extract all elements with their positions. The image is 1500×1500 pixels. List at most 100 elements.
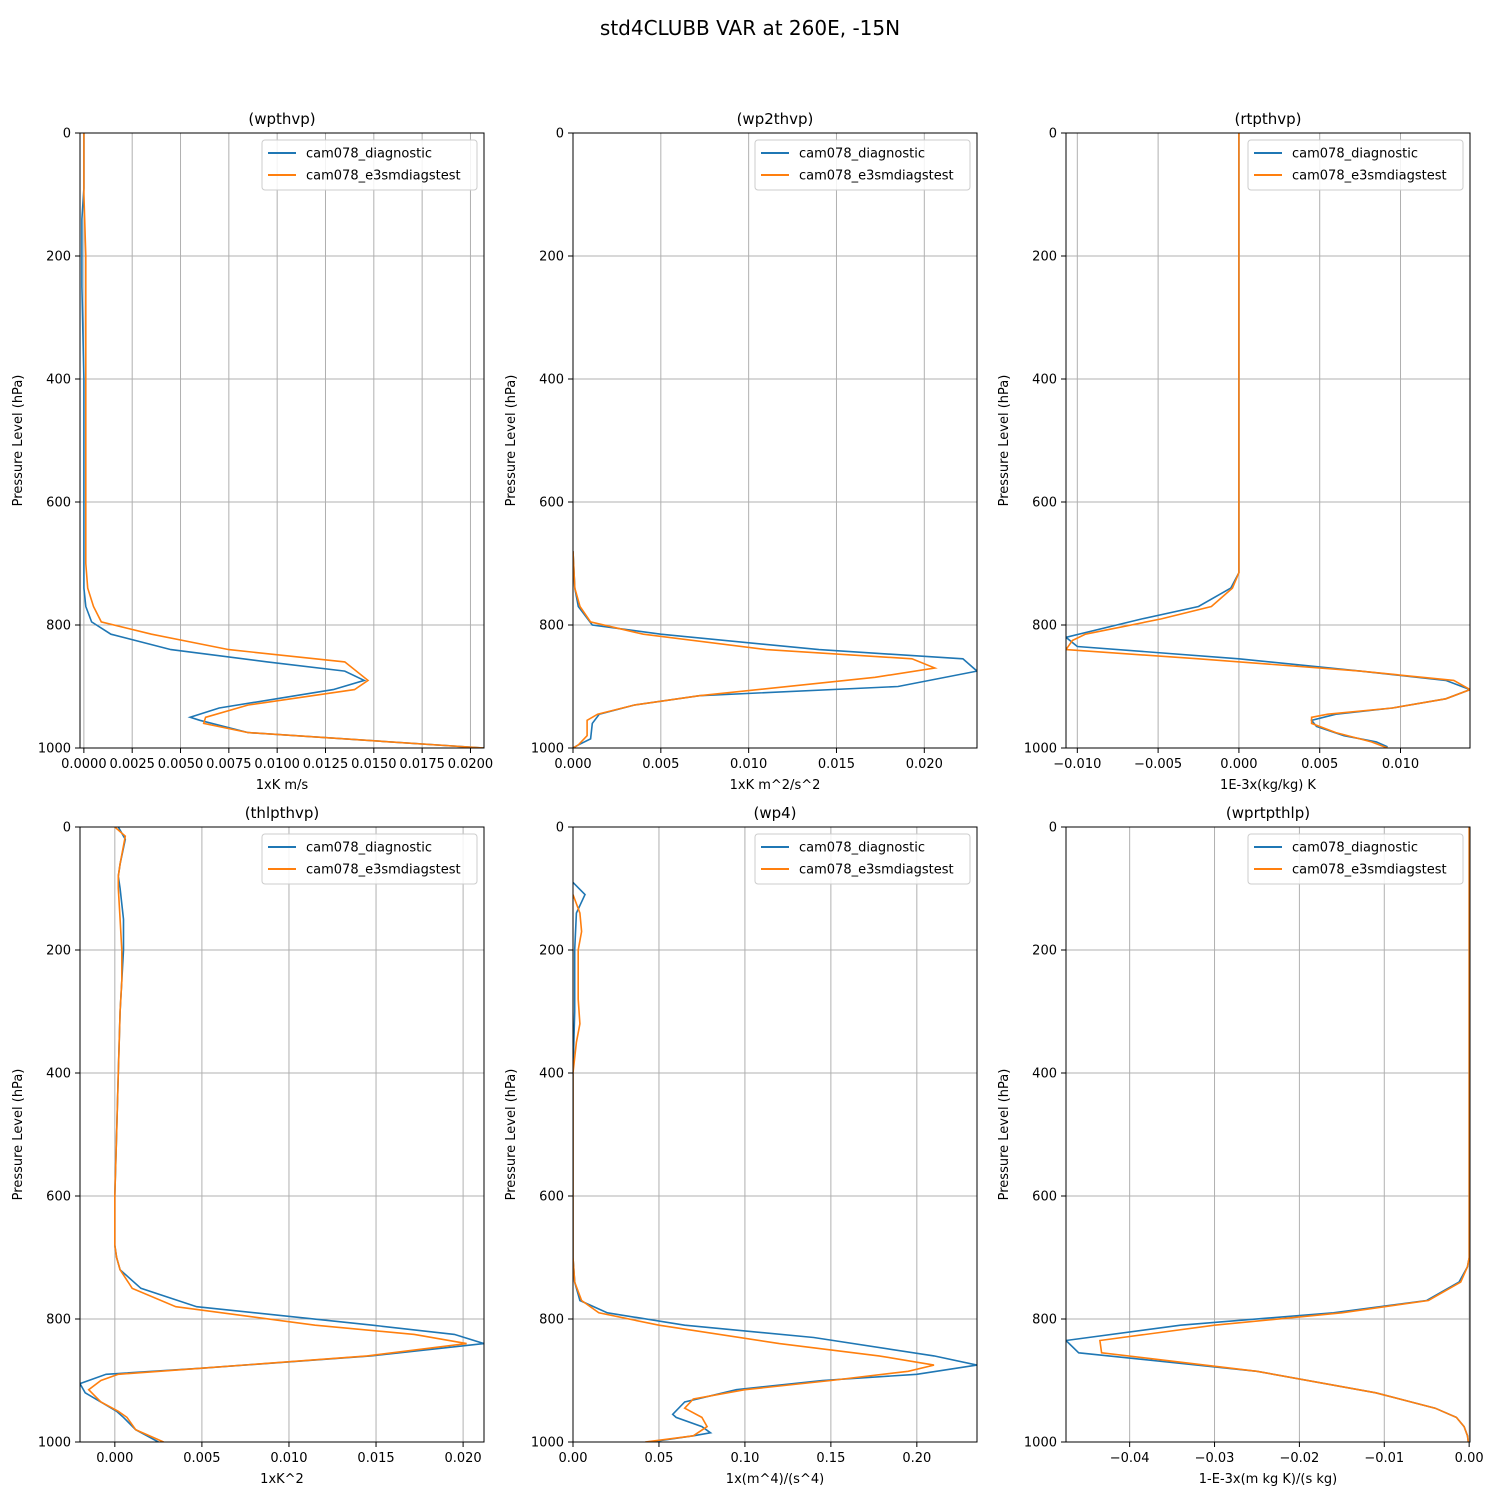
y-tick-label: 1000	[531, 1436, 564, 1451]
legend-box	[261, 833, 478, 885]
legend-label: cam078_e3smdiagstest	[306, 863, 461, 878]
y-tick-label: 800	[539, 619, 564, 634]
x-axis-label: 1-E-3x(m kg K)/(s kg)	[1199, 1472, 1337, 1487]
subplot-title: (wprtpthlp)	[1226, 804, 1310, 822]
axes-frame	[79, 132, 485, 749]
x-tick-label: 0.000	[554, 757, 591, 772]
subplot-5: 0.00 0.05 0.10 0.15 0.20 0 200 400 600 800 1000 (wp…	[504, 804, 978, 1487]
gridlines	[80, 826, 484, 1443]
legend: cam078_diagnostic cam078_e3smdiagstest	[261, 833, 478, 885]
series-line-e3smdiagstest	[83, 133, 484, 748]
axes-frame	[572, 826, 978, 1443]
legend-label: cam078_diagnostic	[799, 147, 925, 162]
legend-label: cam078_diagnostic	[799, 841, 925, 856]
legend-label: cam078_diagnostic	[306, 841, 432, 856]
legend-box	[754, 139, 971, 191]
x-axis-label: 1E-3x(kg/kg) K	[1220, 778, 1316, 793]
subplot-title: (wp2thvp)	[737, 110, 814, 128]
legend: cam078_diagnostic cam078_e3smdiagstest	[754, 139, 971, 191]
series-line-e3smdiagstest	[573, 551, 938, 748]
axes-frame	[1065, 132, 1471, 749]
y-tick-label: 400	[1032, 373, 1057, 388]
legend: cam078_diagnostic cam078_e3smdiagstest	[754, 833, 971, 885]
x-tick-label: 0.0000	[61, 757, 107, 772]
x-tick-label: 0.05	[644, 1451, 673, 1466]
series-line-diagnostic	[573, 551, 977, 748]
y-tick-label: 1000	[1024, 742, 1057, 757]
x-tick-label: −0.04	[1110, 1451, 1150, 1466]
axes-frame	[572, 132, 978, 749]
gridlines	[1066, 132, 1470, 749]
series-line-diagnostic	[573, 881, 977, 1442]
subplot-6: −0.04 −0.03 −0.02 −0.01 0.00 0 200 400 600 800 100…	[997, 804, 1484, 1487]
legend: cam078_diagnostic cam078_e3smdiagstest	[1247, 833, 1464, 885]
x-tick-label: −0.02	[1279, 1451, 1319, 1466]
legend-box	[1247, 833, 1464, 885]
x-tick-label: 0.00	[1455, 1451, 1484, 1466]
x-tick-label: 0.020	[906, 757, 943, 772]
series-line-e3smdiagstest	[1066, 133, 1470, 748]
legend-label: cam078_diagnostic	[1292, 841, 1418, 856]
x-tick-label: 0.0200	[448, 757, 494, 772]
figure-title: std4CLUBB VAR at 260E, -15N	[599, 16, 901, 40]
x-tick-label: 0.15	[816, 1451, 845, 1466]
y-axis-label: Pressure Level (hPa)	[11, 375, 26, 507]
axes-frame	[1065, 826, 1471, 1443]
axes-frame	[79, 826, 485, 1443]
y-tick-label: 0	[556, 127, 564, 142]
x-tick-label: 0.005	[642, 757, 679, 772]
y-tick-label: 600	[539, 1190, 564, 1205]
y-tick-label: 200	[46, 250, 71, 265]
y-tick-label: 200	[46, 944, 71, 959]
y-axis-label: Pressure Level (hPa)	[504, 1069, 519, 1201]
legend-label: cam078_diagnostic	[306, 147, 432, 162]
x-tick-label: −0.03	[1195, 1451, 1235, 1466]
x-tick-label: 0.0025	[109, 757, 155, 772]
y-tick-label: 400	[1032, 1067, 1057, 1082]
subplot-title: (wp4)	[753, 804, 796, 822]
x-tick-label: 0.20	[902, 1451, 931, 1466]
y-tick-label: 0	[1049, 127, 1057, 142]
y-tick-label: 400	[46, 1067, 71, 1082]
legend-label: cam078_e3smdiagstest	[306, 169, 461, 184]
y-tick-label: 0	[1049, 821, 1057, 836]
x-tick-label: 0.020	[444, 1451, 481, 1466]
x-axis-label: 1x(m^4)/(s^4)	[726, 1472, 824, 1487]
x-tick-label: 0.00	[559, 1451, 588, 1466]
x-tick-label: −0.005	[1134, 757, 1182, 772]
series-line-diagnostic	[80, 827, 484, 1442]
subplot-1: 0.0000 0.0025 0.0050 0.0075 0.0100 0.0125 0.01…	[11, 110, 493, 793]
y-tick-label: 600	[46, 496, 71, 511]
x-tick-label: 0.0050	[158, 757, 204, 772]
y-tick-label: 1000	[531, 742, 564, 757]
legend-box	[1247, 139, 1464, 191]
x-tick-label: 0.010	[270, 1451, 307, 1466]
y-tick-label: 600	[1032, 1190, 1057, 1205]
y-tick-label: 800	[46, 1313, 71, 1328]
y-axis-label: Pressure Level (hPa)	[997, 375, 1012, 507]
y-axis-label: Pressure Level (hPa)	[997, 1069, 1012, 1201]
x-tick-label: 0.010	[1382, 757, 1419, 772]
legend-label: cam078_diagnostic	[1292, 147, 1418, 162]
y-tick-label: 600	[1032, 496, 1057, 511]
legend: cam078_diagnostic cam078_e3smdiagstest	[261, 139, 478, 191]
y-tick-label: 800	[539, 1313, 564, 1328]
legend-box	[261, 139, 478, 191]
y-axis-label: Pressure Level (hPa)	[11, 1069, 26, 1201]
y-tick-label: 1000	[38, 742, 71, 757]
x-tick-label: 0.015	[818, 757, 855, 772]
x-tick-label: 0.0100	[254, 757, 300, 772]
x-tick-label: 0.005	[183, 1451, 220, 1466]
series-line-e3smdiagstest	[1098, 827, 1470, 1442]
x-tick-label: 0.005	[1301, 757, 1338, 772]
legend-label: cam078_e3smdiagstest	[799, 863, 954, 878]
x-tick-label: 0.0150	[351, 757, 397, 772]
legend-label: cam078_e3smdiagstest	[1292, 863, 1447, 878]
y-tick-label: 600	[539, 496, 564, 511]
y-tick-label: 0	[63, 127, 71, 142]
subplot-3: −0.010 −0.005 0.000 0.005 0.010 0 200 400 600 800…	[997, 110, 1471, 793]
y-tick-label: 200	[1032, 250, 1057, 265]
x-axis-label: 1xK m/s	[256, 778, 309, 793]
x-tick-label: 0.015	[357, 1451, 394, 1466]
